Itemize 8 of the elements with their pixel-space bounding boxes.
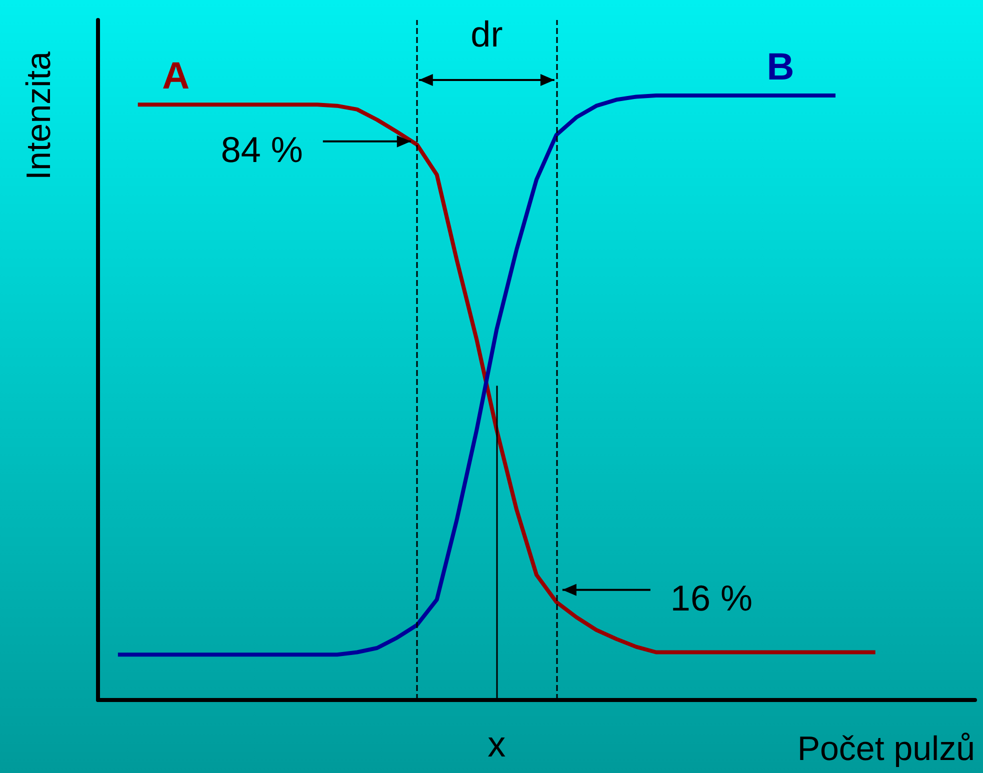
x-axis-title: Počet pulzů bbox=[797, 730, 975, 768]
annotation: 84 % bbox=[220, 128, 303, 170]
series-label: B bbox=[766, 46, 794, 89]
y-axis-title: Intenzita bbox=[20, 51, 58, 180]
annotation: 16 % bbox=[670, 577, 752, 618]
series-label: A bbox=[162, 56, 190, 98]
text: x bbox=[488, 724, 506, 764]
text: dr bbox=[470, 14, 503, 54]
